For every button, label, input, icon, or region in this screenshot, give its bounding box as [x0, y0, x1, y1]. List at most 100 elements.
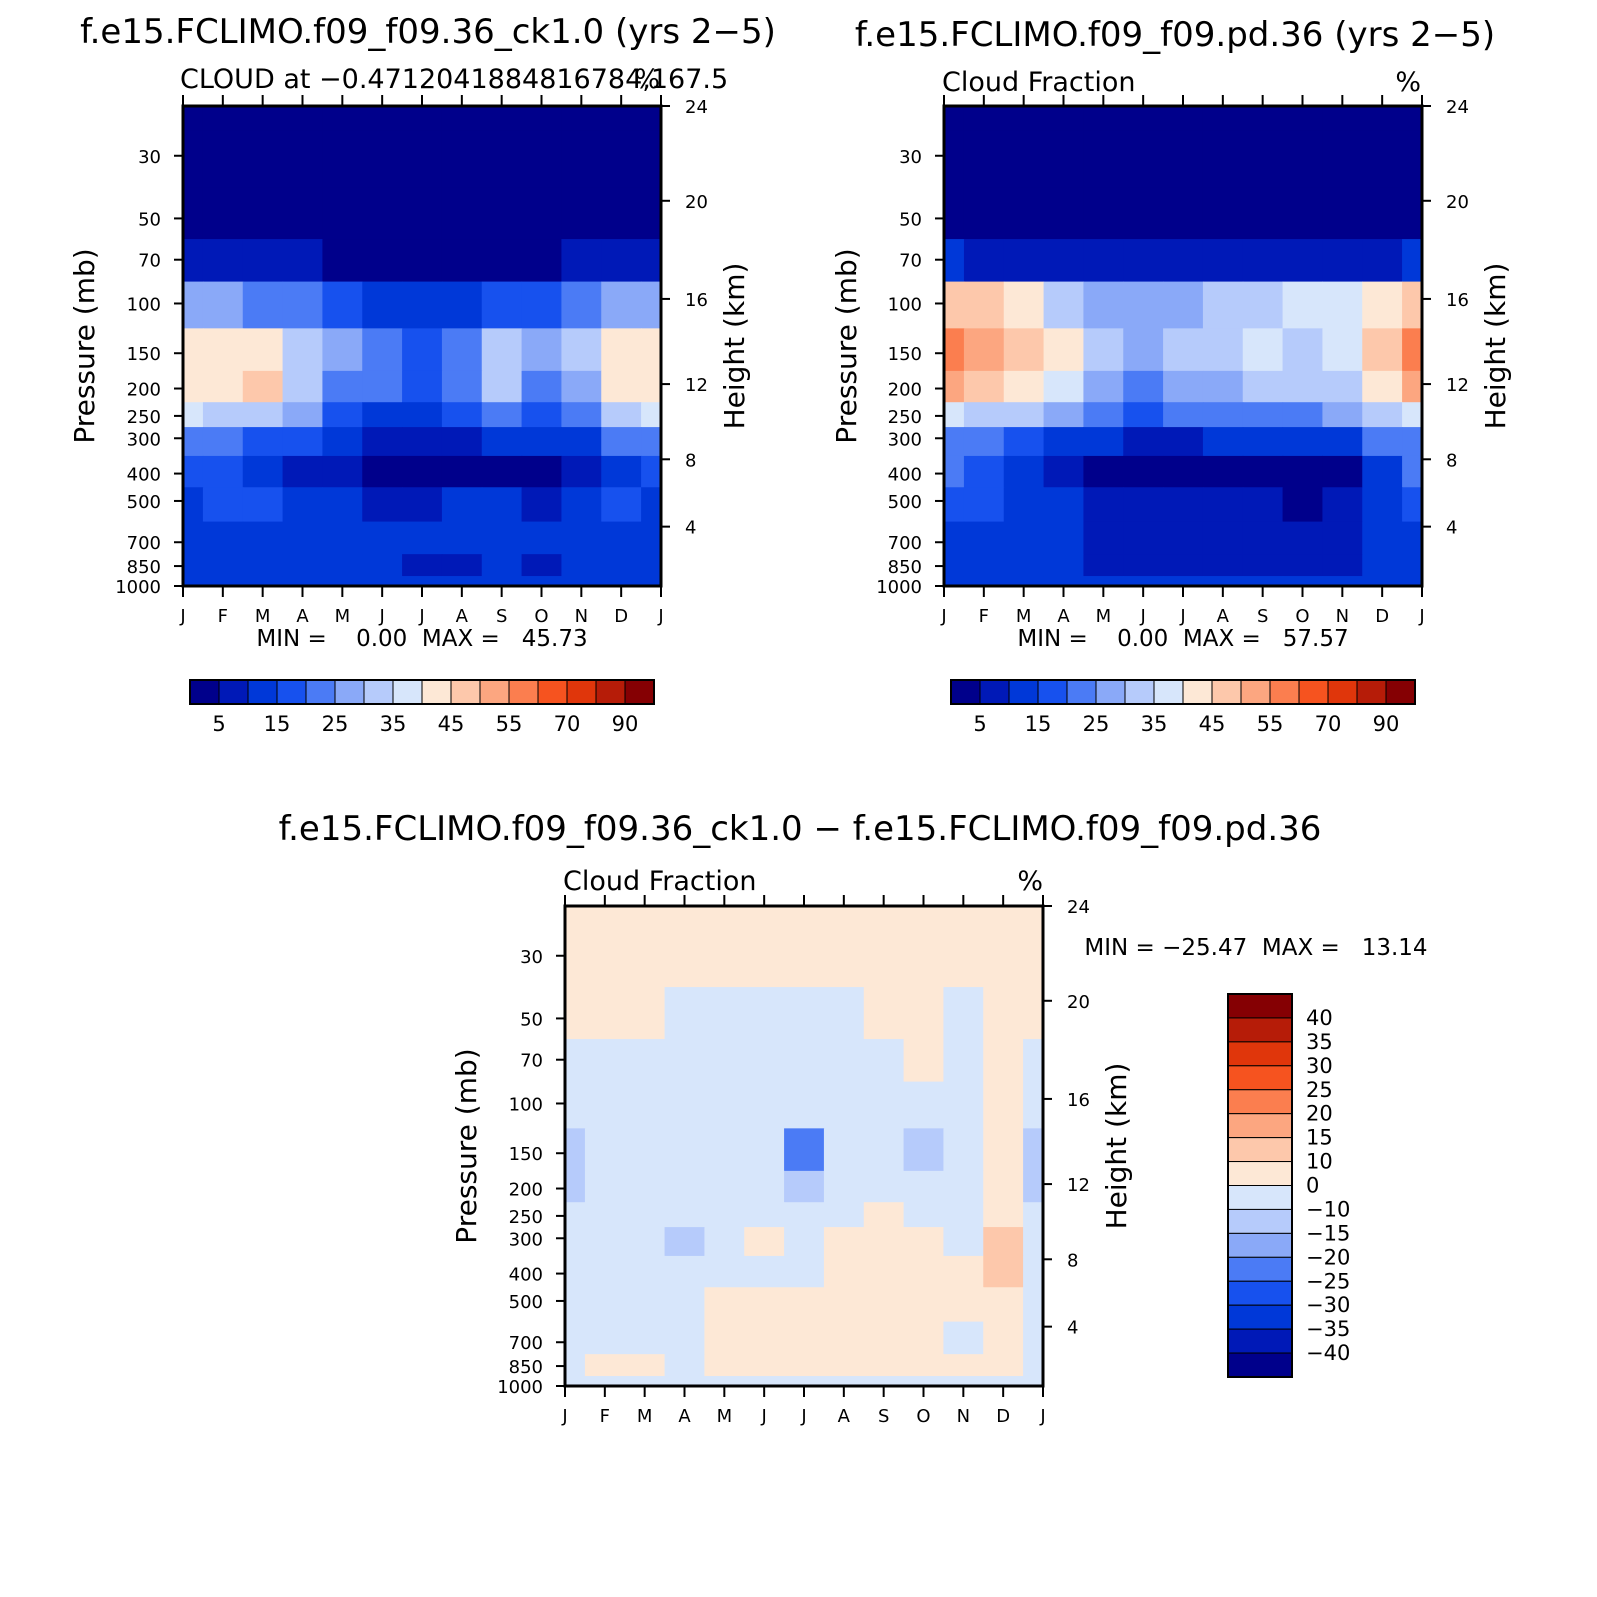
contour-cell	[1043, 187, 1085, 240]
contour-cell	[744, 1170, 785, 1203]
contour-cell	[1362, 187, 1403, 240]
contour-cell	[744, 1354, 785, 1377]
contour-cell	[183, 370, 204, 403]
contour-cell	[983, 1255, 1024, 1288]
contour-cell	[963, 487, 1005, 523]
contour-cell	[704, 1376, 745, 1387]
colorbar: 5 15 25 35 45 55 70 90	[950, 679, 1416, 736]
colorbar-label: 45	[438, 712, 465, 736]
y-right-tick-label: 20	[1446, 192, 1469, 213]
contour-cell	[943, 1287, 984, 1323]
x-tick-label: J	[657, 606, 663, 627]
contour-cell	[584, 987, 626, 1040]
contour-cell	[362, 328, 403, 372]
contour-cell	[601, 239, 642, 283]
contour-cell	[744, 1081, 785, 1129]
contour-cell	[282, 370, 324, 403]
x-tick-label: A	[1057, 606, 1070, 627]
contour-cell	[561, 239, 602, 283]
contour-cell	[1043, 239, 1085, 283]
y-right-tick-label: 16	[1067, 1090, 1090, 1111]
y-tick-label: 70	[138, 251, 161, 272]
contour-cell	[1123, 281, 1164, 329]
contour-cell	[943, 1255, 984, 1288]
x-tick-label: J	[1418, 606, 1424, 627]
contour-cell	[1242, 370, 1284, 403]
contour-cell	[1322, 402, 1363, 428]
colorbar-swatch	[1227, 1017, 1293, 1043]
contour-cell	[641, 487, 662, 523]
contour-cell	[1362, 455, 1403, 488]
x-tick-label: O	[916, 1406, 930, 1427]
contour-cell	[943, 1170, 984, 1203]
contour-cell	[1163, 554, 1204, 577]
x-tick-label: J	[561, 1406, 567, 1427]
contour-cell	[481, 281, 523, 329]
x-tick-label: F	[218, 606, 228, 627]
y-tick-label: 250	[888, 407, 922, 428]
contour-cell	[282, 328, 324, 372]
colorbar-swatch	[1269, 679, 1300, 705]
contour-cell	[481, 427, 523, 457]
panel-title: f.e15.FCLIMO.f09_f09.36_ck1.0 (yrs 2−5)	[80, 12, 776, 52]
y-tick-label: 850	[509, 1357, 543, 1378]
contour-cell	[601, 427, 642, 457]
contour-cell	[1123, 239, 1164, 283]
contour-cell	[601, 130, 642, 188]
contour-cell	[823, 1202, 865, 1228]
contour-cell	[521, 370, 563, 403]
contour-cell	[242, 370, 284, 403]
contour-cell	[944, 239, 965, 283]
x-tick-label: J	[800, 1406, 806, 1427]
contour-cell	[1282, 521, 1324, 555]
contour-cell	[1023, 1170, 1044, 1203]
y-right-tick-label: 24	[1067, 897, 1090, 918]
contour-cell	[641, 427, 662, 457]
contour-cell	[963, 370, 1005, 403]
contour-cell	[1163, 521, 1204, 555]
contour-cell	[202, 130, 244, 188]
contour-cell	[1083, 370, 1124, 403]
contour-cell	[1322, 554, 1363, 577]
contour-cell	[601, 187, 642, 240]
y-tick-label: 300	[509, 1229, 543, 1250]
contour-cell	[823, 1354, 865, 1377]
contour-cell	[183, 576, 204, 587]
contour-cell	[565, 1128, 586, 1172]
contour-cell	[402, 106, 443, 132]
contour-cell	[202, 187, 244, 240]
contour-cell	[1282, 487, 1324, 523]
contour-cell	[1322, 328, 1363, 372]
contour-cell	[744, 1376, 785, 1387]
contour-cell	[521, 521, 563, 555]
contour-cell	[362, 370, 403, 403]
contour-cell	[863, 1376, 905, 1387]
contour-cell	[983, 906, 1024, 932]
contour-cell	[561, 187, 602, 240]
contour-cell	[521, 554, 563, 577]
contour-cell	[282, 554, 324, 577]
colorbar-swatch	[1124, 679, 1155, 705]
contour-cell	[664, 1287, 706, 1323]
contour-cell	[561, 554, 602, 577]
contour-cell	[202, 427, 244, 457]
y-tick-label: 50	[520, 1009, 543, 1030]
y-right-tick-label: 4	[1446, 518, 1457, 539]
contour-cell	[744, 1202, 785, 1228]
colorbar-swatch	[1227, 1304, 1293, 1330]
contour-cell	[1003, 576, 1045, 587]
contour-cell	[1242, 554, 1284, 577]
x-tick-label: D	[1375, 606, 1389, 627]
y-right-tick-label: 8	[685, 450, 696, 471]
contour-cell	[1123, 402, 1164, 428]
colorbar-label: 20	[1306, 1102, 1333, 1126]
contour-cell	[1003, 427, 1045, 457]
contour-cell	[983, 1081, 1024, 1129]
contour-cell	[322, 455, 363, 488]
contour-cell	[664, 1321, 706, 1355]
contour-cell	[1083, 328, 1124, 372]
contour-cell	[624, 1202, 666, 1228]
contour-cell	[282, 402, 324, 428]
colorbar-label: 0	[1306, 1174, 1319, 1198]
y-tick-label: 200	[509, 1180, 543, 1201]
